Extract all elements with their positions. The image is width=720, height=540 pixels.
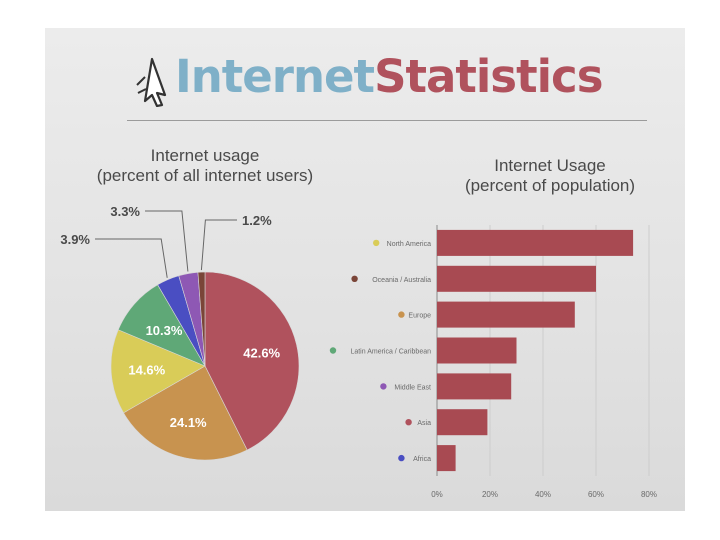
pie-slice-label: 3.9% [60, 232, 90, 247]
pie-slice-label: 3.3% [110, 204, 140, 219]
bar-chart: 0% 20% 40% 60% 80% North America Oceania / Aus… [329, 225, 657, 499]
bar-category-dot [380, 383, 387, 390]
bar-category-label: Africa [413, 456, 431, 463]
bar-category-dot [373, 239, 380, 247]
pie-leader-line [200, 219, 237, 271]
bar-x-tick-label: 40% [535, 490, 551, 499]
pie-slice-label: 1.2% [242, 213, 272, 228]
bar [437, 409, 488, 436]
bar-category-dot [398, 454, 405, 462]
bar [437, 445, 456, 472]
bar-category-dot [405, 419, 412, 426]
pie-slice-label: 42.6% [243, 346, 280, 361]
bar-category-label: Asia [417, 420, 431, 427]
pie-chart-title: Internet usage (percent of all internet u… [96, 146, 314, 185]
cursor-arrow-icon [136, 57, 167, 107]
pie-slice [110, 329, 206, 414]
bar-x-tick-label: 60% [588, 490, 604, 499]
bar-category-label: Oceania / Australia [372, 277, 431, 284]
bar-category-label: Europe [408, 313, 431, 320]
header-divider [127, 120, 647, 121]
pie-slice-label: 24.1% [170, 415, 207, 430]
bar [437, 301, 575, 328]
bar [437, 337, 517, 364]
title-part-statistics: Statistics [374, 50, 603, 103]
pie-slice [204, 271, 300, 451]
bar-x-tick-label: 80% [641, 490, 657, 499]
bar-category-label: Middle East [394, 384, 431, 391]
bar-x-tick-label: 0% [431, 490, 443, 499]
bar [437, 373, 512, 400]
page-title: InternetStatistics [175, 50, 603, 103]
pie-chart: 42.6% 24.1% 14.6% 10.3% 3.9% 3.3% 1.2% [60, 204, 300, 461]
bar-x-tick-label: 20% [482, 490, 498, 499]
slide-panel: InternetStatistics Internet usage (percen… [45, 28, 685, 511]
bar-category-label: North America [387, 241, 431, 248]
pie-leader-line [145, 210, 189, 272]
bar-category-label: Latin America / Caribbean [350, 349, 431, 356]
pie-slice-label: 14.6% [128, 363, 165, 378]
pie-leader-line [95, 238, 168, 278]
bar [437, 265, 596, 292]
bar-chart-title: Internet Usage (percent of population) [464, 156, 636, 195]
pie-slice-label: 10.3% [146, 323, 183, 338]
bar [437, 229, 634, 256]
bar-category-dot [329, 347, 337, 354]
pie-slice [123, 365, 248, 461]
bar-category-dot [398, 311, 405, 318]
title-part-internet: Internet [175, 50, 375, 103]
pie-slice [197, 271, 206, 367]
bar-category-dot [351, 275, 358, 282]
